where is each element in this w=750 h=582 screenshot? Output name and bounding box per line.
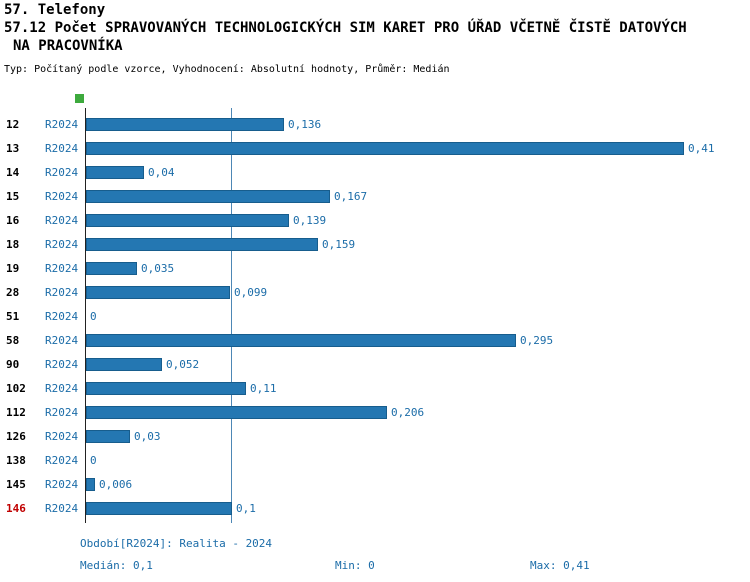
chart-row: 19 R2024 0,035 [0, 257, 750, 281]
chart-row: 14 R2024 0,04 [0, 161, 750, 185]
chart-row: 16 R2024 0,139 [0, 209, 750, 233]
bar [86, 478, 95, 491]
series-label: R2024 [45, 238, 79, 251]
value-label: 0,052 [166, 358, 200, 371]
chart-row: 58 R2024 0,295 [0, 329, 750, 353]
max-stat: Max: 0,41 [530, 559, 590, 572]
value-label: 0,099 [234, 286, 268, 299]
chart-row: 12 R2024 0,136 [0, 113, 750, 137]
category-label: 15 [6, 190, 20, 203]
series-label: R2024 [45, 406, 79, 419]
bar [86, 238, 318, 251]
bar [86, 286, 230, 299]
value-label: 0 [90, 454, 97, 467]
bar [86, 142, 684, 155]
series-label: R2024 [45, 502, 79, 515]
category-label: 16 [6, 214, 20, 227]
chart-row: 90 R2024 0,052 [0, 353, 750, 377]
series-label: R2024 [45, 142, 79, 155]
y-axis-line [85, 108, 86, 523]
category-label: 19 [6, 262, 20, 275]
series-label: R2024 [45, 382, 79, 395]
category-label: 51 [6, 310, 20, 323]
value-label: 0,41 [688, 142, 715, 155]
series-label: R2024 [45, 310, 79, 323]
chart-row: 112 R2024 0,206 [0, 401, 750, 425]
series-label: R2024 [45, 430, 79, 443]
value-label: 0,159 [322, 238, 356, 251]
category-label: 18 [6, 238, 20, 251]
bar [86, 214, 289, 227]
bar [86, 430, 130, 443]
bar [86, 406, 387, 419]
value-label: 0,167 [334, 190, 368, 203]
chart-row: 126 R2024 0,03 [0, 425, 750, 449]
bar [86, 334, 516, 347]
chart-row: 13 R2024 0,41 [0, 137, 750, 161]
chart-title-line1: 57. Telefony [4, 2, 106, 18]
series-label: R2024 [45, 334, 79, 347]
chart-row: 138 R2024 0 [0, 449, 750, 473]
value-label: 0,295 [520, 334, 554, 347]
series-label: R2024 [45, 358, 79, 371]
category-label: 126 [6, 430, 26, 443]
value-label: 0,04 [148, 166, 175, 179]
category-label: 138 [6, 454, 26, 467]
category-label: 58 [6, 334, 20, 347]
bar [86, 262, 137, 275]
series-label: R2024 [45, 190, 79, 203]
series-label: R2024 [45, 454, 79, 467]
chart-title-line3: NA PRACOVNÍKA [13, 38, 123, 54]
value-label: 0,139 [293, 214, 327, 227]
chart-row: 102 R2024 0,11 [0, 377, 750, 401]
series-label: R2024 [45, 214, 79, 227]
category-label: 102 [6, 382, 26, 395]
bar [86, 502, 232, 515]
series-label: R2024 [45, 118, 79, 131]
series-label: R2024 [45, 262, 79, 275]
value-label: 0,035 [141, 262, 175, 275]
bar [86, 358, 162, 371]
category-label: 12 [6, 118, 20, 131]
median-line [231, 108, 232, 523]
value-label: 0,11 [250, 382, 277, 395]
chart-row: 51 R2024 0 [0, 305, 750, 329]
chart-subtitle: Typ: Počítaný podle vzorce, Vyhodnocení:… [4, 64, 450, 75]
category-label: 90 [6, 358, 20, 371]
series-label: R2024 [45, 166, 79, 179]
value-label: 0,03 [134, 430, 161, 443]
period-label: Období[R2024]: Realita - 2024 [80, 537, 273, 550]
value-label: 0 [90, 310, 97, 323]
category-label: 28 [6, 286, 20, 299]
legend-green-marker [75, 94, 84, 103]
value-label: 0,1 [236, 502, 256, 515]
category-label: 146 [6, 502, 26, 515]
value-label: 0,136 [288, 118, 322, 131]
bar [86, 118, 284, 131]
median-stat: Medián: 0,1 [80, 559, 153, 572]
category-label: 13 [6, 142, 20, 155]
bar [86, 190, 330, 203]
series-label: R2024 [45, 286, 79, 299]
value-label: 0,006 [99, 478, 133, 491]
value-label: 0,206 [391, 406, 425, 419]
chart-row: 15 R2024 0,167 [0, 185, 750, 209]
category-label: 145 [6, 478, 26, 491]
category-label: 14 [6, 166, 20, 179]
chart-title-line2: 57.12 Počet SPRAVOVANÝCH TECHNOLOGICKÝCH… [4, 20, 687, 36]
category-label: 112 [6, 406, 26, 419]
chart-row: 28 R2024 0,099 [0, 281, 750, 305]
bar [86, 382, 246, 395]
series-label: R2024 [45, 478, 79, 491]
chart-row: 145 R2024 0,006 [0, 473, 750, 497]
bar-chart: 12 R2024 0,136 13 R2024 0,41 14 R2024 0,04 15 R202… [0, 108, 750, 523]
chart-row: 146 R2024 0,1 [0, 497, 750, 521]
min-stat: Min: 0 [335, 559, 375, 572]
bar [86, 166, 144, 179]
chart-row: 18 R2024 0,159 [0, 233, 750, 257]
